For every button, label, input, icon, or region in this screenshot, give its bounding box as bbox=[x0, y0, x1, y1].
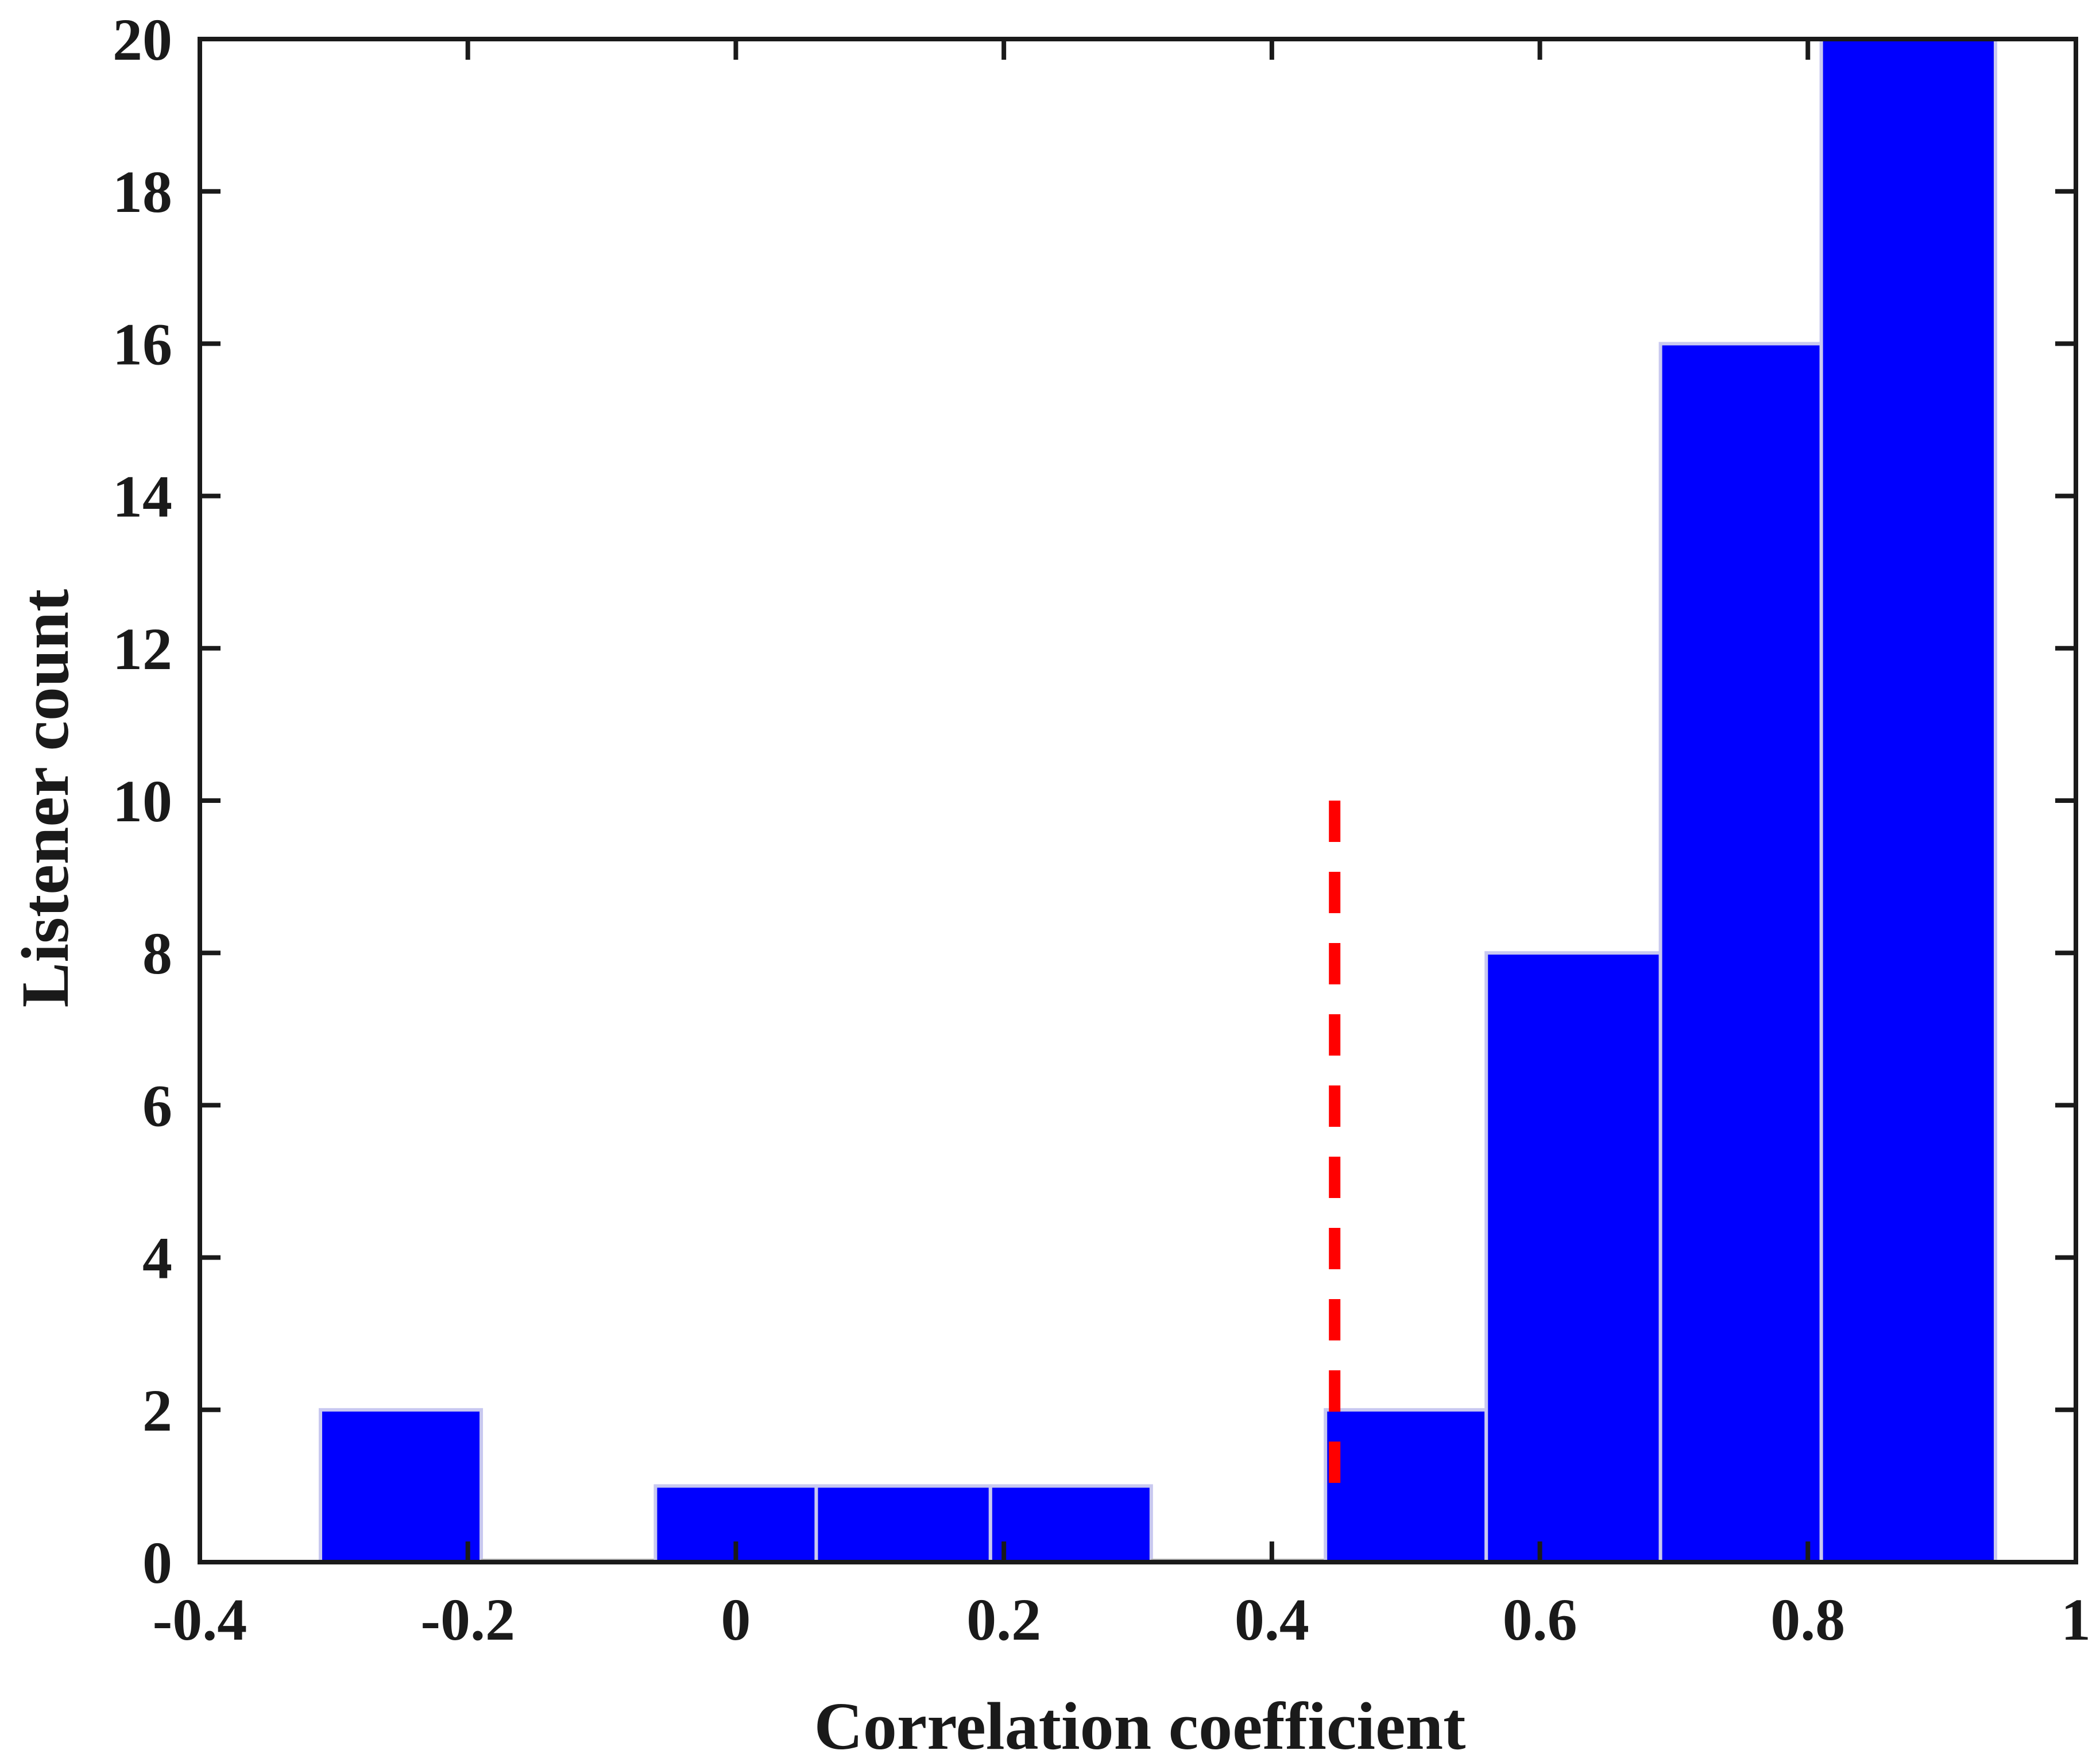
y-tick-label: 16 bbox=[113, 311, 172, 377]
x-tick-label: 0 bbox=[721, 1587, 751, 1653]
y-tick-label: 2 bbox=[142, 1378, 172, 1444]
x-tick-label: 0.4 bbox=[1235, 1587, 1309, 1653]
histogram-bar bbox=[1324, 1408, 1488, 1564]
x-tick-label: 0.6 bbox=[1503, 1587, 1577, 1653]
x-tick-label: -0.4 bbox=[153, 1587, 247, 1653]
y-tick-label: 20 bbox=[113, 7, 172, 73]
x-tick-label: 0.8 bbox=[1770, 1587, 1845, 1653]
histogram-bar bbox=[1658, 342, 1823, 1564]
y-tick-label: 12 bbox=[113, 616, 172, 682]
x-tick-label: 1 bbox=[2061, 1587, 2091, 1653]
x-tick-label: -0.2 bbox=[420, 1587, 515, 1653]
y-tick-label: 18 bbox=[113, 159, 172, 225]
y-axis-title: Listener count bbox=[7, 589, 83, 1008]
histogram-bar bbox=[319, 1408, 484, 1564]
x-axis-title: Correlation coefficient bbox=[814, 1688, 1466, 1762]
y-tick-label: 6 bbox=[142, 1073, 172, 1139]
y-tick-label: 4 bbox=[142, 1226, 172, 1292]
y-tick-label: 0 bbox=[142, 1530, 172, 1596]
histogram-bar bbox=[988, 1484, 1153, 1564]
y-tick-label: 8 bbox=[142, 921, 172, 987]
bars-layer bbox=[319, 37, 1997, 1564]
x-tick-label: 0.2 bbox=[966, 1587, 1041, 1653]
y-tick-label: 10 bbox=[113, 768, 172, 834]
y-tick-label: 14 bbox=[113, 464, 172, 530]
histogram-bar bbox=[1819, 37, 1997, 1564]
histogram-bar bbox=[814, 1484, 992, 1564]
histogram-bar bbox=[1484, 951, 1662, 1564]
